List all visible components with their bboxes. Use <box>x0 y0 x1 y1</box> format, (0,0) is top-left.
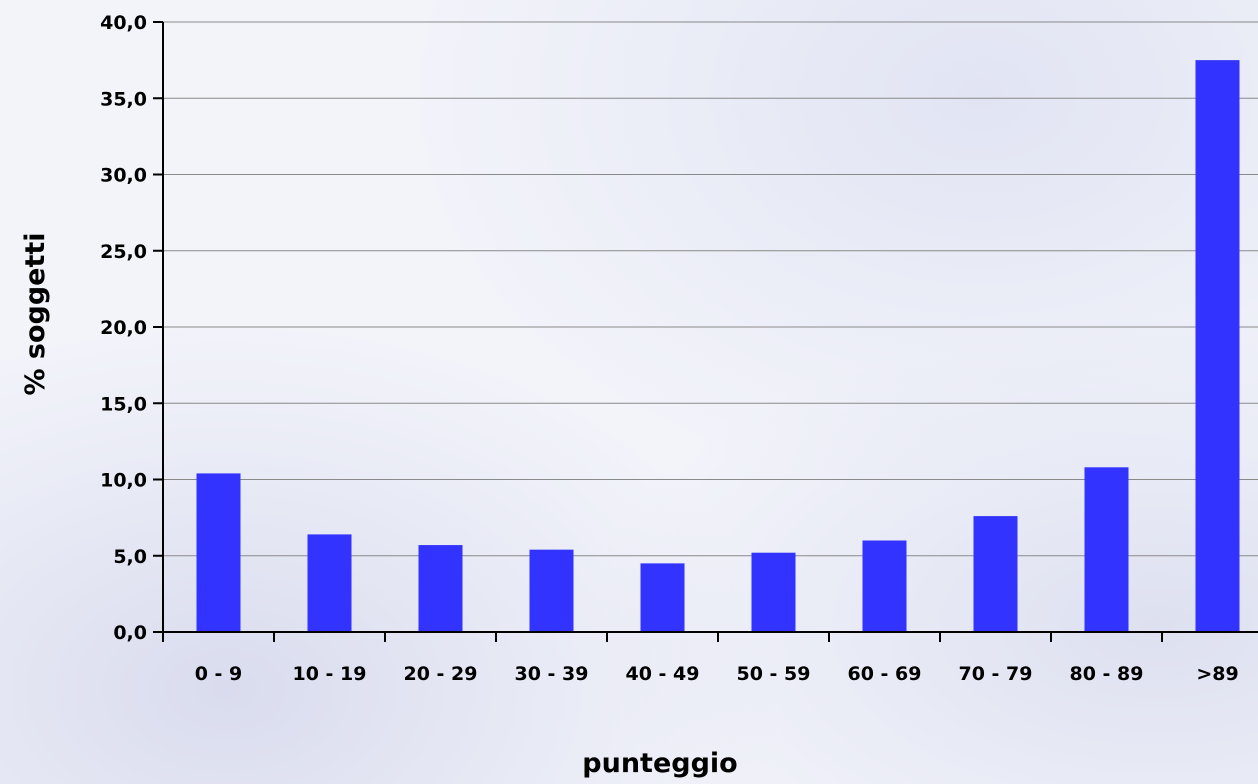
y-tick-label: 30,0 <box>100 165 147 187</box>
x-tick-label-40-49: 40 - 49 <box>626 663 700 685</box>
y-tick-label: 15,0 <box>100 393 147 415</box>
x-tick-label-50-59: 50 - 59 <box>737 663 811 685</box>
y-tick-label: 25,0 <box>100 241 147 263</box>
bar-70-79 <box>973 516 1018 632</box>
x-axis-title: punteggio <box>582 748 737 779</box>
bar-40-49 <box>640 563 685 632</box>
y-axis-title: % soggetti <box>20 232 51 395</box>
y-tick-label: 40,0 <box>100 12 147 34</box>
x-tick-label-89: >89 <box>1196 663 1238 685</box>
y-tick-labels: 0,0 5,0 10,0 15,0 20,0 25,0 30,0 35,0 40,0 <box>100 12 147 644</box>
x-tick-label-80-89: 80 - 89 <box>1070 663 1144 685</box>
x-tick-label-60-69: 60 - 69 <box>848 663 922 685</box>
bars <box>196 60 1240 632</box>
bar-20-29 <box>418 545 463 632</box>
bar-30-39 <box>529 549 574 632</box>
x-tick-label-10-19: 10 - 19 <box>293 663 367 685</box>
y-tick-label: 10,0 <box>100 470 147 492</box>
y-tick-label: 35,0 <box>100 88 147 110</box>
bar-0-9 <box>196 473 241 632</box>
x-tick-label-30-39: 30 - 39 <box>515 663 589 685</box>
x-tick-label-70-79: 70 - 79 <box>959 663 1033 685</box>
bar-10-19 <box>307 534 352 632</box>
y-tick-label: 20,0 <box>100 317 147 339</box>
bar-60-69 <box>862 540 907 632</box>
x-tick-labels: 0 - 9 10 - 19 20 - 29 30 - 39 40 - 49 50 - 59… <box>195 663 1239 685</box>
x-tick-label-20-29: 20 - 29 <box>404 663 478 685</box>
y-tick-label: 5,0 <box>113 546 147 568</box>
y-tick-label: 0,0 <box>113 622 147 644</box>
x-tick-label-0-9: 0 - 9 <box>195 663 243 685</box>
gridlines <box>163 21 1258 557</box>
bar-50-59 <box>751 552 796 632</box>
axes <box>153 21 1258 642</box>
bar-80-89 <box>1084 467 1129 632</box>
bar-89 <box>1195 60 1240 632</box>
